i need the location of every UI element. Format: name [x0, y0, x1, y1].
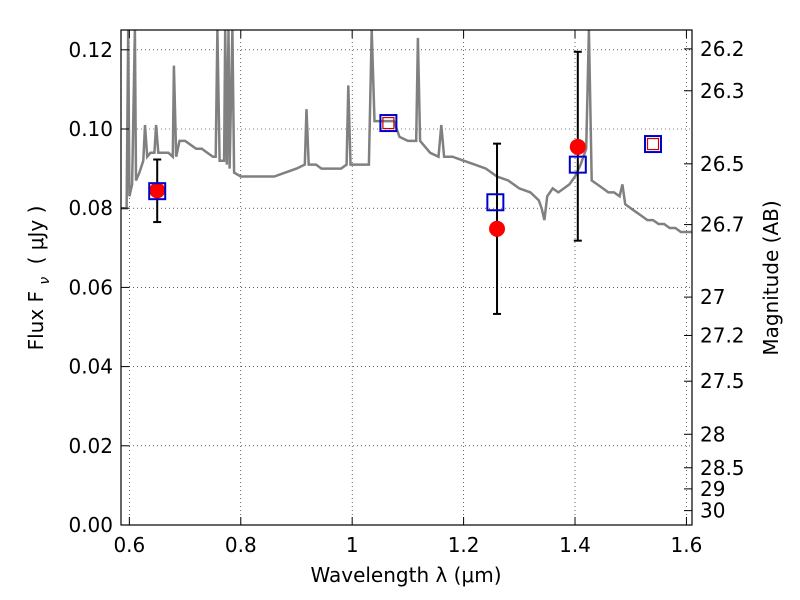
- magnitude-axis-label: Magnitude (AB): [759, 200, 783, 355]
- x-tick-label: 1.6: [671, 533, 703, 557]
- plot-background: [121, 30, 692, 525]
- plot-frame: [120, 29, 693, 526]
- svg-text:Flux F ν ( μJy ): Flux F ν ( μJy ): [24, 206, 54, 351]
- x-tick-label: 1.4: [559, 533, 591, 557]
- observed-point: [569, 138, 586, 155]
- y-tick-label: 0.12: [68, 38, 113, 62]
- y-axis-label-unit: ( μJy ): [24, 206, 48, 265]
- x-tick-label: 1.2: [448, 533, 480, 557]
- magnitude-tick-label: 28.5: [700, 456, 745, 480]
- model-point: [148, 182, 167, 201]
- y-tick-label: 0.02: [68, 434, 113, 458]
- series-layer: [121, 30, 692, 234]
- model-point-inner: [382, 116, 395, 130]
- model-point: [486, 193, 505, 212]
- y-tick-label: 0.04: [68, 355, 113, 379]
- template-spectrum-line: [121, 30, 692, 234]
- magnitude-tick-label: 26.5: [700, 152, 745, 176]
- y-tick-label: 0.08: [68, 196, 113, 220]
- model-points: [148, 114, 663, 212]
- observed-point: [149, 182, 166, 199]
- x-tick-label: 0.6: [113, 533, 145, 557]
- magnitude-tick-label: 30: [700, 499, 725, 523]
- y-tick-label: 0.06: [68, 275, 113, 299]
- magnitude-tick-label: 27: [700, 285, 725, 309]
- observed-points: [149, 138, 586, 237]
- magnitude-tick-label: 27.5: [700, 369, 745, 393]
- magnitude-tick-label: 26.7: [700, 213, 745, 237]
- y-tick-label: 0.00: [68, 513, 113, 537]
- x-axis-label: Wavelength λ (μm): [310, 563, 501, 587]
- model-point: [568, 155, 587, 174]
- y-axis-label-main: Flux F: [24, 291, 48, 350]
- x-tick-label: 1: [346, 533, 359, 557]
- observed-point: [489, 220, 506, 237]
- magnitude-tick-label: 29: [700, 477, 725, 501]
- y-axis-label: Flux F ν ( μJy ): [24, 206, 54, 351]
- magnitude-tick-label: 26.3: [700, 79, 745, 103]
- magnitude-tick-label: 27.2: [700, 323, 745, 347]
- magnitude-tick-label: 26.2: [700, 37, 745, 61]
- y-axis-label-sub: ν: [37, 277, 53, 285]
- y-tick-label: 0.10: [68, 117, 113, 141]
- model-point: [379, 114, 398, 133]
- x-tick-label: 0.8: [225, 533, 257, 557]
- x-axis-ticks: 0.6 0.8 1 1.2 1.4 1.6: [113, 30, 702, 557]
- magnitude-tick-label: 28: [700, 422, 725, 446]
- grid-lines: [121, 30, 692, 526]
- y-axis-ticks: 0.00 0.02 0.04 0.06 0.08 0.10 0.12: [68, 38, 129, 537]
- model-point-inner: [646, 137, 660, 151]
- model-point: [644, 135, 663, 154]
